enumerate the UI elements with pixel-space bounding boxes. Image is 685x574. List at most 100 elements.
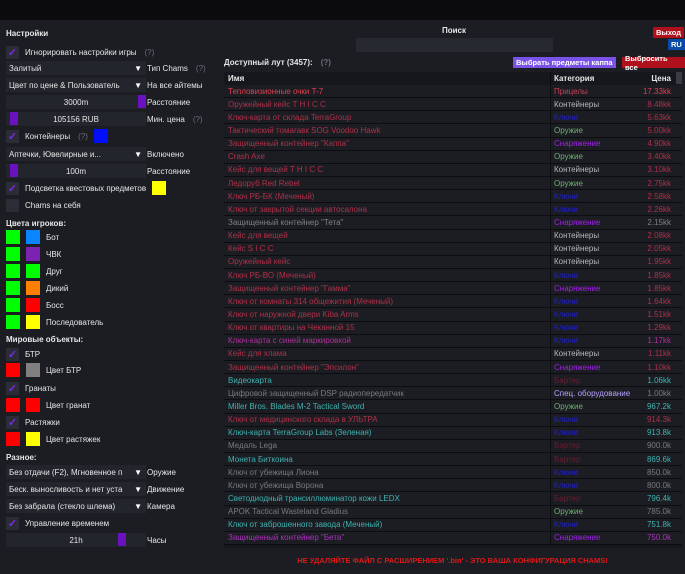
color-swatch[interactable]: [26, 247, 40, 261]
item-price: 3.40kk: [647, 152, 671, 162]
table-row[interactable]: Ключ от комнаты 314 общежития (Меченый) К…: [224, 295, 682, 309]
table-row[interactable]: Кейс S I C C Контейнеры 2.05kk: [224, 242, 682, 256]
time-control-checkbox[interactable]: ✓ Управление временем: [6, 516, 109, 530]
quest-color-swatch[interactable]: [152, 181, 167, 195]
table-row[interactable]: Miller Bros. Blades M-2 Tactical Sword Ор…: [224, 400, 682, 414]
camera-dropdown[interactable]: Без забрала (стекло шлема) ▼: [6, 499, 146, 513]
color-swatch[interactable]: [26, 298, 40, 312]
color-swatch[interactable]: [6, 230, 20, 244]
item-name: Монета Биткоина: [228, 454, 293, 464]
help-icon[interactable]: (?): [78, 131, 88, 141]
table-row[interactable]: Защищенный контейнер "Каппа" Снаряжение 4.…: [224, 137, 682, 151]
hours-slider[interactable]: 21h: [6, 533, 146, 547]
table-row[interactable]: Ключ от заброшенного завода (Меченый) Клю…: [224, 518, 682, 532]
color-swatch[interactable]: [6, 398, 20, 412]
color-swatch[interactable]: [6, 298, 20, 312]
quest-highlight-checkbox[interactable]: ✓ Подсветка квестовых предметов: [6, 181, 172, 195]
table-row[interactable]: Ключ от убежища Лиона Ключи 850.0k: [224, 466, 682, 480]
table-row[interactable]: APOK Tactical Wasteland Gladius Оружие 785…: [224, 505, 682, 519]
item-price: 913.8k: [646, 428, 671, 438]
color-swatch[interactable]: [6, 315, 20, 329]
drop-all-button[interactable]: Выбросить все: [622, 54, 685, 72]
chams-type-dropdown[interactable]: Залитый ▼: [6, 61, 146, 75]
settings-title: Настройки: [6, 28, 49, 38]
ignore-game-settings-checkbox[interactable]: ✓ Игнорировать настройки игры (?): [6, 45, 154, 59]
color-swatch[interactable]: [26, 230, 40, 244]
color-swatch[interactable]: [26, 363, 40, 377]
color-swatch[interactable]: [6, 281, 20, 295]
chams-self-checkbox[interactable]: Chams на себя: [6, 198, 81, 212]
color-swatch[interactable]: [26, 264, 40, 278]
table-row[interactable]: Ключ от медицинского склада в УЛЬТРА Ключ…: [224, 413, 682, 427]
table-row[interactable]: Ледоруб Red Rebel Оружие 2.75kk: [224, 176, 682, 191]
slider-handle[interactable]: [118, 533, 126, 546]
color-swatch[interactable]: [6, 247, 20, 261]
table-row[interactable]: Защищенный контейнер "Бета" Снаряжение 750…: [224, 531, 682, 545]
table-row[interactable]: Защищенный контейнер "Эпсилон" Снаряжение…: [224, 360, 682, 375]
table-row[interactable]: Кейс для хлама Контейнеры 1.11kk: [224, 347, 682, 361]
scrollbar[interactable]: [676, 72, 682, 84]
tripwires-checkbox[interactable]: ✓ Растяжки: [6, 415, 60, 429]
table-row[interactable]: Crash Axe Оружие 3.40kk: [224, 150, 682, 164]
containers-types-dropdown[interactable]: Аптечки, Ювелирные и... ▼: [6, 147, 146, 161]
column-category[interactable]: Категория: [550, 72, 638, 85]
help-icon[interactable]: (?): [320, 58, 331, 67]
movement-dropdown[interactable]: Беск. выносливость и нет уста ▼: [6, 482, 146, 496]
table-row[interactable]: Ключ от наружной двери Kiba Arms Ключи 1.5…: [224, 308, 682, 322]
color-swatch[interactable]: [6, 363, 20, 377]
slider-handle[interactable]: [138, 95, 146, 108]
item-category: Бартер: [550, 452, 638, 466]
table-row[interactable]: Защищенный контейнер "Гамма" Снаряжение 1.…: [224, 282, 682, 296]
help-icon[interactable]: (?): [195, 63, 206, 73]
table-row[interactable]: Ключ от закрытой секции автосалона Ключи 2…: [224, 203, 682, 217]
table-row[interactable]: Ключ от квартиры на Чеканной 15 Ключи 1.29…: [224, 321, 682, 335]
exit-button[interactable]: Выход: [653, 27, 685, 38]
table-row[interactable]: Ключ РБ-ВО (Меченый) Ключи 1.85kk: [224, 268, 682, 283]
item-category: Снаряжение: [550, 360, 638, 374]
container-distance-label: Расстояние: [147, 166, 191, 176]
color-swatch[interactable]: [26, 315, 40, 329]
color-swatch[interactable]: [26, 432, 40, 446]
table-row[interactable]: Видеокарта Бартер 1.06kk: [224, 374, 682, 388]
table-row[interactable]: Ключ от убежища Ворона Ключи 800.0k: [224, 479, 682, 493]
btr-checkbox[interactable]: ✓ БТР: [6, 347, 40, 361]
table-row[interactable]: Ключ-карта с синей маркировкой Ключи 1.17k…: [224, 334, 682, 348]
min-price-slider[interactable]: 105156 RUB: [6, 112, 146, 126]
color-swatch[interactable]: [6, 264, 20, 278]
color-swatch[interactable]: [6, 432, 20, 446]
table-row[interactable]: Оружейный кейс T H I C C Контейнеры 8.48kk: [224, 98, 682, 112]
weapon-dropdown[interactable]: Без отдачи (F2), Мгновенное п ▼: [6, 465, 146, 479]
table-row[interactable]: Защищенный контейнер "Тета" Снаряжение 2.1…: [224, 216, 682, 230]
color-mode-dropdown[interactable]: Цвет по цене & Пользователь ▼: [6, 78, 146, 92]
help-icon[interactable]: (?): [144, 47, 155, 57]
table-row[interactable]: Тактический томагавк SOG Voodoo Hawk Оруж…: [224, 124, 682, 138]
help-icon[interactable]: (?): [192, 114, 203, 124]
value: Залитый: [9, 63, 42, 73]
search-input[interactable]: [356, 38, 553, 52]
slider-handle[interactable]: [10, 112, 18, 125]
column-name[interactable]: Имя: [228, 74, 245, 83]
select-kappa-button[interactable]: Выбрать предметы каппа: [513, 57, 616, 68]
slider-handle[interactable]: [10, 164, 18, 177]
table-row[interactable]: Светодиодный трансиллюминатор кожи LEDX Б…: [224, 492, 682, 506]
color-swatch[interactable]: [26, 281, 40, 295]
table-row[interactable]: Цифровой защищенный DSP радиопередатчик С…: [224, 387, 682, 401]
table-row[interactable]: Тепловизионные очки T-7 Прицелы 17.33kk: [224, 85, 682, 99]
language-button[interactable]: RU: [668, 39, 685, 50]
container-distance-slider[interactable]: 100m: [6, 164, 146, 178]
containers-checkbox[interactable]: ✓ Контейнеры (?): [6, 129, 114, 143]
table-row[interactable]: Медаль Lega Бартер 900.0k: [224, 439, 682, 453]
table-row[interactable]: Оружейный кейс Контейнеры 1.95kk: [224, 255, 682, 269]
column-price[interactable]: Цена: [651, 74, 671, 83]
table-row[interactable]: Ключ РБ-БК (Меченый) Ключи 2.58kk: [224, 190, 682, 204]
item-category: Бартер: [550, 492, 638, 505]
table-row[interactable]: Кейс для вещей T H I C C Контейнеры 3.10kk: [224, 163, 682, 177]
containers-color-swatch[interactable]: [93, 129, 108, 143]
grenades-checkbox[interactable]: ✓ Гранаты: [6, 381, 56, 395]
distance-slider[interactable]: 3000m: [6, 95, 146, 109]
table-row[interactable]: Монета Биткоина Бартер 869.6k: [224, 452, 682, 467]
color-swatch[interactable]: [26, 398, 40, 412]
table-row[interactable]: Ключ-карта TerraGroup Labs (Зеленая) Ключ…: [224, 426, 682, 440]
table-row[interactable]: Кейс для вещей Контейнеры 2.08kk: [224, 229, 682, 243]
table-row[interactable]: Ключ-карта от склада TerraGroup Ключи 5.63…: [224, 111, 682, 125]
